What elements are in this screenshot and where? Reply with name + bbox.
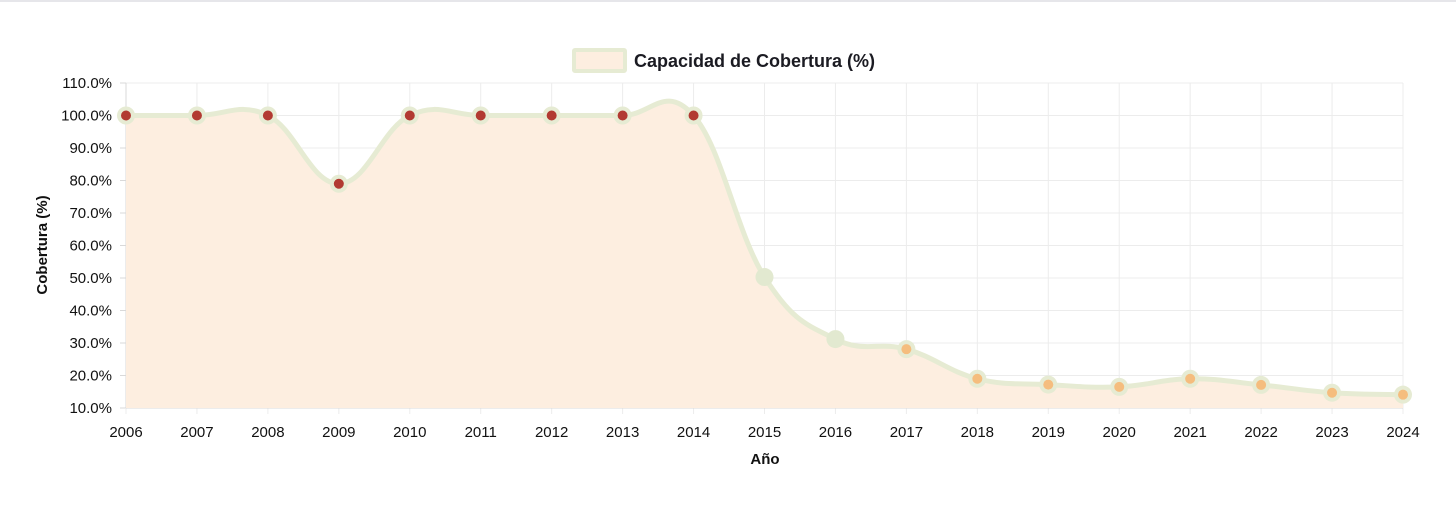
x-tick-label: 2006 <box>109 424 142 441</box>
y-tick-label: 90.0% <box>69 140 112 157</box>
x-tick-label: 2007 <box>180 424 213 441</box>
series-points <box>117 106 1412 404</box>
data-point <box>475 110 486 121</box>
x-tick-label: 2012 <box>535 424 568 441</box>
y-axis-ticks: 10.0% 20.0% 30.0% 40.0% 50.0% 60.0% 70.0% 80.0%… <box>61 75 112 417</box>
data-point <box>1256 379 1267 390</box>
y-tick-label: 80.0% <box>69 173 112 190</box>
x-tick-label: 2024 <box>1386 424 1419 441</box>
y-tick-label: 110.0% <box>62 75 112 92</box>
x-tick-label: 2018 <box>961 424 994 441</box>
x-tick-label: 2014 <box>677 424 710 441</box>
data-point <box>1327 387 1338 398</box>
data-point <box>826 330 845 349</box>
x-tick-label: 2019 <box>1032 424 1065 441</box>
x-tick-label: 2016 <box>819 424 852 441</box>
x-tick-label: 2022 <box>1244 424 1277 441</box>
data-point <box>191 110 202 121</box>
x-tick-label: 2009 <box>322 424 355 441</box>
legend-label: Capacidad de Cobertura (%) <box>634 51 875 71</box>
x-tick-label: 2010 <box>393 424 426 441</box>
data-point <box>688 110 699 121</box>
legend[interactable]: Capacidad de Cobertura (%) <box>572 48 875 73</box>
data-point <box>1043 379 1054 390</box>
y-tick-label: 40.0% <box>69 303 112 320</box>
y-tick-label: 100.0% <box>61 108 112 125</box>
x-tick-label: 2023 <box>1315 424 1348 441</box>
x-tick-label: 2020 <box>1103 424 1136 441</box>
y-tick-label: 50.0% <box>69 270 112 287</box>
y-tick-label: 10.0% <box>69 400 112 417</box>
x-axis-title: Año <box>750 451 779 468</box>
data-point <box>617 110 628 121</box>
x-tick-label: 2013 <box>606 424 639 441</box>
series-area-fill <box>126 101 1403 408</box>
y-axis-title: Cobertura (%) <box>34 195 51 294</box>
legend-swatch <box>572 48 627 73</box>
data-point <box>972 373 983 384</box>
data-point <box>262 110 273 121</box>
y-tick-label: 70.0% <box>69 205 112 222</box>
data-point <box>1185 373 1196 384</box>
x-tick-label: 2017 <box>890 424 923 441</box>
data-point <box>546 110 557 121</box>
data-point <box>333 178 344 189</box>
x-tick-label: 2015 <box>748 424 781 441</box>
data-point <box>1398 389 1408 400</box>
data-point <box>901 344 912 355</box>
data-point <box>404 110 415 121</box>
y-tick-label: 30.0% <box>69 335 112 352</box>
y-tick-label: 60.0% <box>69 238 112 255</box>
y-tick-label: 20.0% <box>69 368 112 385</box>
data-point <box>1114 381 1125 392</box>
data-point <box>121 110 131 121</box>
x-tick-label: 2021 <box>1173 424 1206 441</box>
data-point <box>755 268 774 287</box>
top-border <box>0 0 1456 2</box>
x-tick-label: 2011 <box>465 424 497 441</box>
x-axis-ticks: 2006 2007 2008 2009 2010 2011 2012 2013 2014 2015… <box>109 424 1419 441</box>
x-tick-label: 2008 <box>251 424 284 441</box>
